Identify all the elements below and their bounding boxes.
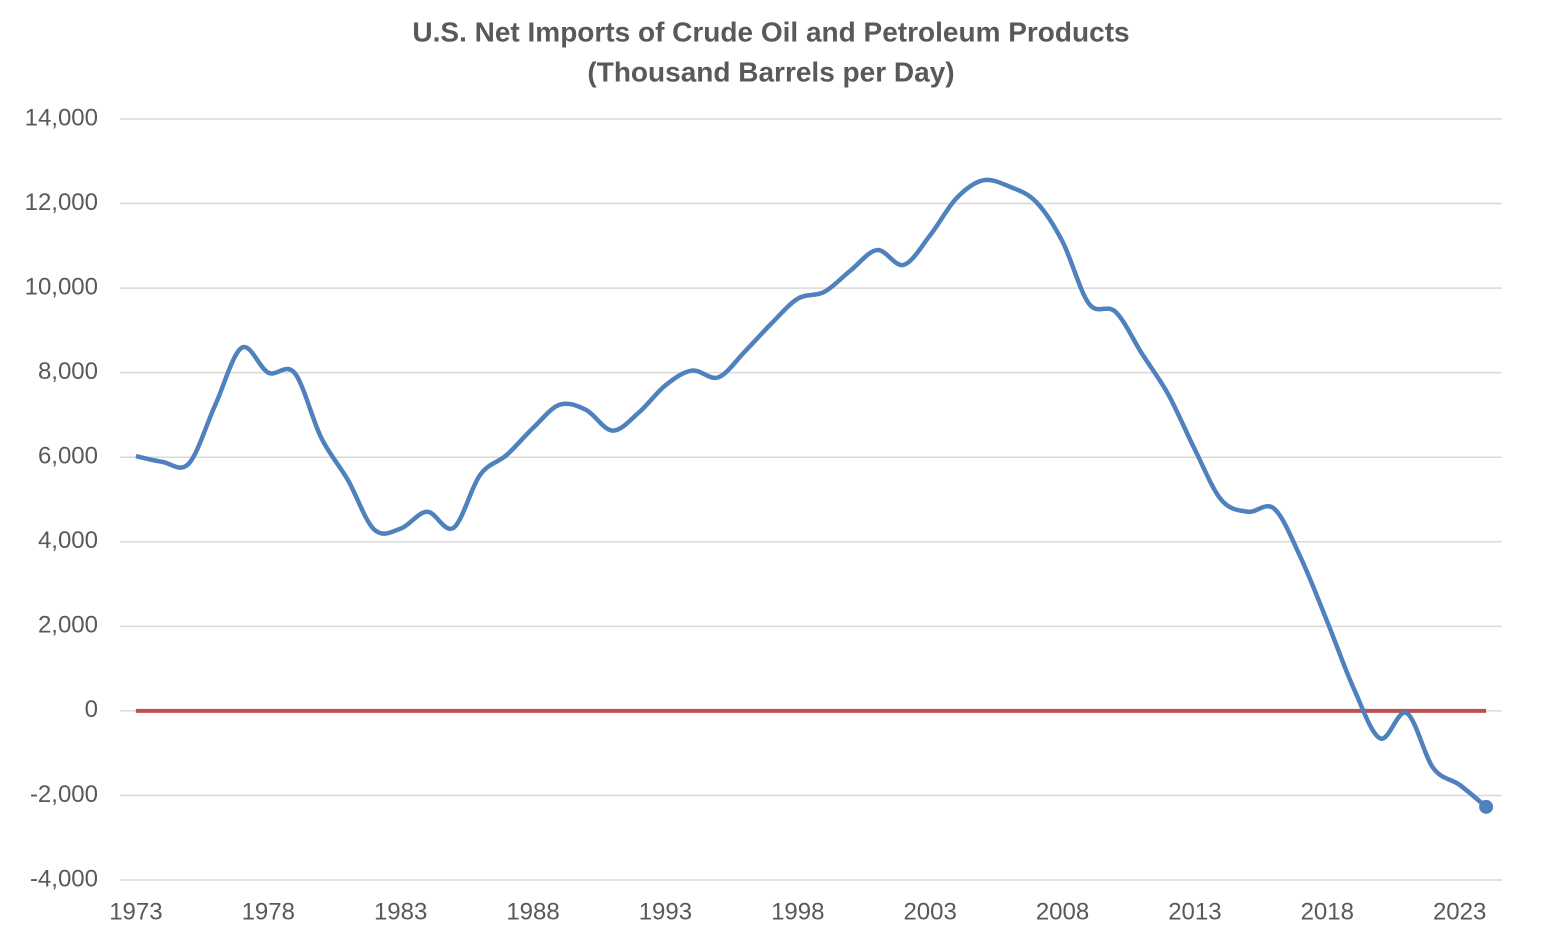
x-tick-label: 2018: [1301, 898, 1354, 925]
y-tick-label: 6,000: [38, 443, 98, 470]
x-tick-label: 1993: [639, 898, 692, 925]
y-tick-label: 10,000: [25, 273, 98, 300]
y-tick-label: -4,000: [30, 865, 98, 892]
y-tick-label: 4,000: [38, 527, 98, 554]
chart-subtitle: (Thousand Barrels per Day): [587, 56, 954, 87]
x-tick-label: 2008: [1036, 898, 1089, 925]
y-tick-label: 14,000: [25, 104, 98, 131]
y-tick-label: 8,000: [38, 358, 98, 385]
x-tick-label: 2023: [1433, 898, 1486, 925]
x-tick-label: 1978: [242, 898, 295, 925]
x-tick-label: 2003: [903, 898, 956, 925]
x-tick-label: 1988: [506, 898, 559, 925]
y-tick-label: 12,000: [25, 189, 98, 216]
x-tick-label: 1983: [374, 898, 427, 925]
y-tick-label: -2,000: [30, 781, 98, 808]
x-tick-label: 1998: [771, 898, 824, 925]
chart-title: U.S. Net Imports of Crude Oil and Petrol…: [412, 16, 1129, 47]
x-tick-label: 1973: [109, 898, 162, 925]
y-tick-label: 2,000: [38, 612, 98, 639]
y-tick-label: 0: [85, 696, 98, 723]
last-point: [1479, 799, 1494, 814]
x-tick-label: 2013: [1168, 898, 1221, 925]
data-line: [135, 177, 1488, 809]
